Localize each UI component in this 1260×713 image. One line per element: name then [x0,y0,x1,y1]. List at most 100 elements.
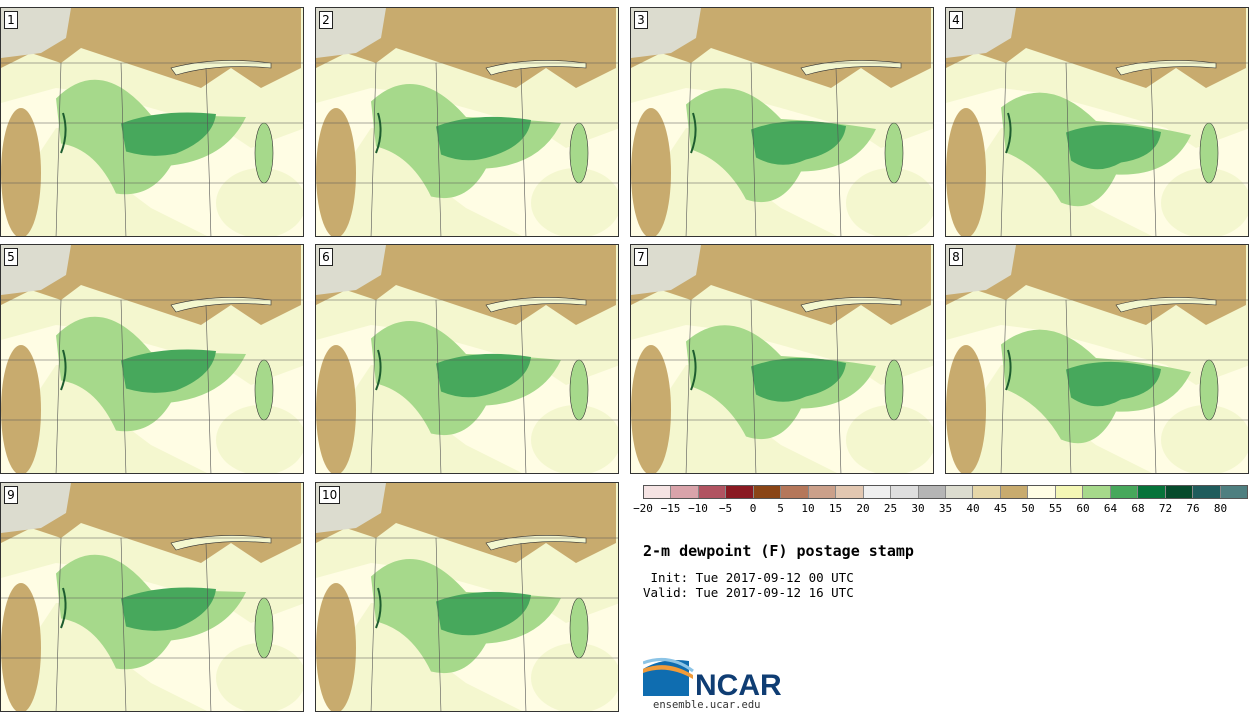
colorbar-tick-label: −15 [660,502,681,515]
colorbar-swatch [781,486,809,498]
colorbar-ticks: −20 −15 −10 −5 0 5 10 15 20 25 30 35 40 45 50 55 60 64 68 7… [633,502,1248,518]
colorbar-tick-label: −5 [718,502,733,515]
lake-michigan [569,359,589,421]
colorbar-swatch [753,486,782,498]
river-line [375,112,382,154]
dewpoint-map [631,245,933,473]
light-region-southeast [846,405,933,473]
very-moist-core [121,587,216,631]
cold-dry-northwest [316,245,386,295]
very-moist-core [1066,124,1161,170]
colorbar-tick-label: 60 [1076,502,1090,515]
lake-michigan [569,597,589,659]
lake-michigan [569,122,589,184]
member-number: 8 [949,248,963,266]
colorbar-tick-label: 64 [1103,502,1118,515]
member-number: 2 [319,11,333,29]
light-region-southeast [216,168,303,236]
lake-superior [485,297,587,313]
member-number: 7 [634,248,648,266]
river-line [60,587,67,629]
ensemble-member-panel: 1 [0,7,304,237]
member-number: 9 [4,486,18,504]
colorbar-swatch [698,486,727,498]
dry-region-west [946,345,986,473]
dry-region-west [1,108,41,236]
lake-michigan [254,359,274,421]
colorbar-swatch [891,486,919,498]
light-region-southeast [216,405,303,473]
cold-dry-northwest [946,245,1016,295]
lake-michigan [254,597,274,659]
dry-region-north [316,8,616,88]
colorbar-tick-label: 40 [966,502,980,515]
init-time: Init: Tue 2017-09-12 00 UTC [643,570,854,585]
ensemble-member-panel: 6 [315,244,619,474]
state-boundaries [316,299,618,473]
river-line [690,349,697,391]
state-boundaries [1,537,303,711]
very-moist-core [436,591,531,636]
lake-superior [170,535,272,551]
dry-region-west [1,345,41,473]
colorbar-swatch [863,486,892,498]
ensemble-member-panel: 10 [315,482,619,712]
river-line [1005,349,1012,391]
cold-dry-northwest [1,245,71,295]
river-line [1005,112,1012,154]
state-boundaries [946,299,1248,473]
colorbar-tick-label: 30 [911,502,925,515]
member-number: 4 [949,11,963,29]
colorbar-tick-label: 10 [801,502,815,515]
cold-dry-northwest [946,8,1016,58]
ncar-logo: NCAR [643,657,782,700]
colorbar-swatch [1220,486,1247,498]
colorbar-swatch [1138,486,1166,498]
ensemble-member-panel: 8 [945,244,1249,474]
member-number: 6 [319,248,333,266]
colorbar [643,485,1248,499]
dry-region-north [631,245,931,325]
lake-superior [800,60,902,76]
member-number: 1 [4,11,18,29]
state-boundaries [631,62,933,236]
very-moist-core [751,121,846,165]
ensemble-member-panel: 3 [630,7,934,237]
colorbar-tick-label: 0 [749,502,757,515]
state-boundaries [1,299,303,473]
dewpoint-map [1,245,303,473]
cold-dry-northwest [631,245,701,295]
dewpoint-map [316,245,618,473]
light-region-southeast [846,168,933,236]
cold-dry-northwest [631,8,701,58]
colorbar-tick-label: 55 [1048,502,1063,515]
dry-region-west [316,108,356,236]
dry-region-west [316,345,356,473]
lake-superior [800,297,902,313]
dewpoint-map [316,483,618,711]
cold-dry-northwest [1,8,71,58]
lake-superior [1115,297,1217,313]
ensemble-member-panel: 4 [945,7,1249,237]
colorbar-swatch [1028,486,1056,498]
colorbar-swatch [1193,486,1221,498]
colorbar-swatch [1110,486,1139,498]
dewpoint-map [946,245,1248,473]
lake-michigan [254,122,274,184]
light-region-southeast [1161,405,1248,473]
colorbar-swatch [726,486,754,498]
very-moist-core [436,353,531,398]
valid-time: Valid: Tue 2017-09-12 16 UTC [643,585,854,600]
colorbar-swatch [1083,486,1111,498]
very-moist-core [751,358,846,402]
ncar-logo-text: NCAR [695,669,782,700]
colorbar-tick-label: 5 [777,502,784,515]
lake-michigan [884,122,904,184]
colorbar-tick-label: 20 [856,502,870,515]
light-region-southeast [216,643,303,711]
lake-superior [170,60,272,76]
lake-superior [485,60,587,76]
colorbar-swatch [836,486,864,498]
dry-region-north [946,8,1246,88]
lake-superior [170,297,272,313]
